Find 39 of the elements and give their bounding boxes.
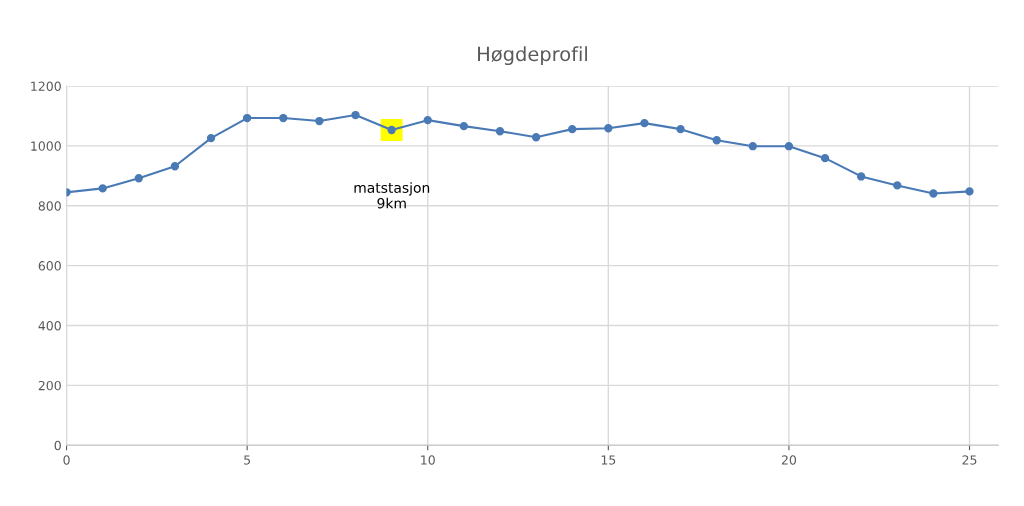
point xyxy=(279,113,288,123)
y-tick-label: 200 xyxy=(38,380,61,391)
point xyxy=(351,110,360,120)
point xyxy=(676,124,685,134)
point xyxy=(459,121,469,131)
y-tick-label: 1200 xyxy=(31,81,61,91)
point xyxy=(242,113,252,123)
point xyxy=(748,142,757,151)
x-tick-label: 0 xyxy=(63,455,70,465)
point xyxy=(820,154,830,163)
y-tick-label: 1000 xyxy=(31,141,61,151)
x-tick-label: 15 xyxy=(601,455,616,465)
point xyxy=(98,184,107,193)
point xyxy=(856,172,866,181)
point xyxy=(423,115,432,125)
point xyxy=(712,136,721,145)
y-tick-label: 600 xyxy=(38,261,61,271)
x-tick-label: 5 xyxy=(244,455,251,465)
x-tick-label: 25 xyxy=(962,455,977,465)
point xyxy=(315,116,324,126)
point xyxy=(604,124,613,133)
point xyxy=(929,189,938,198)
x-tick-label: 10 xyxy=(421,455,435,465)
point xyxy=(134,174,143,183)
point xyxy=(965,187,974,196)
x-tick-label: 20 xyxy=(781,455,797,465)
point xyxy=(640,118,649,128)
y-tick-label: 800 xyxy=(38,201,61,211)
point xyxy=(495,127,505,136)
point xyxy=(206,133,216,143)
y-tick-label: 0 xyxy=(54,440,61,451)
point xyxy=(568,124,577,134)
point xyxy=(531,133,541,142)
y-tick-label: 400 xyxy=(38,321,61,331)
point xyxy=(784,142,794,151)
point xyxy=(893,181,902,190)
chart-title: Høgdeprofil xyxy=(478,46,587,66)
point xyxy=(170,162,180,171)
annotation: matstasjon 9km xyxy=(354,182,430,209)
